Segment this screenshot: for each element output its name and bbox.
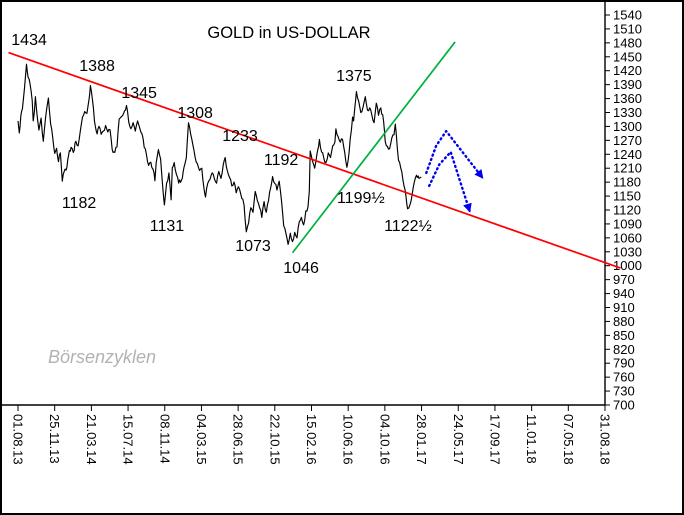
projection-arrow-lower — [428, 150, 472, 213]
y-tick-label: 1540 — [613, 8, 642, 23]
resistance-trendline — [8, 51, 621, 269]
x-tick-label: 04.03.15 — [194, 414, 209, 465]
x-tick-label: 11.01.18 — [524, 414, 539, 464]
price-annotation: 1131 — [150, 218, 185, 235]
x-tick-label: 07.05.18 — [561, 414, 576, 465]
x-tick-label: 15.07.14 — [121, 414, 136, 465]
x-tick-label: 25.11.13 — [47, 414, 62, 464]
projection-arrows-layer — [425, 129, 484, 213]
support-trendline — [291, 41, 456, 254]
price-annotation: 1122½ — [384, 218, 432, 235]
y-tick-label: 1120 — [613, 203, 641, 218]
price-series-line — [17, 63, 422, 245]
y-tick-label: 1300 — [613, 119, 642, 134]
y-tick-label: 940 — [613, 286, 635, 301]
price-series-layer — [17, 63, 422, 245]
price-annotation: 1233 — [222, 128, 258, 145]
x-tick-label: 04.10.16 — [377, 414, 392, 465]
y-tick-label: 1060 — [613, 230, 642, 245]
y-tick-label: 1510 — [613, 21, 642, 36]
y-tick-label: 1450 — [613, 49, 642, 64]
x-tick-label: 08.11.14 — [157, 414, 172, 464]
y-tick-label: 730 — [613, 384, 635, 399]
y-tick-label: 1030 — [613, 244, 642, 259]
x-tick-label: 10.06.16 — [341, 414, 356, 465]
price-annotation: 1308 — [177, 105, 213, 122]
y-tick-label: 1210 — [613, 161, 642, 176]
trendlines-layer — [8, 41, 621, 269]
x-tick-label: 01.08.13 — [11, 414, 26, 465]
price-annotation: 1199½ — [337, 190, 385, 207]
y-tick-label: 1390 — [613, 77, 642, 92]
y-tick-label: 970 — [613, 272, 635, 287]
y-tick-label: 1090 — [613, 216, 642, 231]
x-tick-label: 17.09.17 — [487, 414, 502, 465]
y-tick-label: 1000 — [613, 258, 642, 273]
x-tick-label: 24.05.17 — [451, 414, 466, 465]
chart-title: GOLD in US-DOLLAR — [207, 24, 370, 42]
y-tick-label: 1240 — [613, 147, 642, 162]
y-tick-label: 850 — [613, 328, 635, 343]
x-tick-label: 28.06.15 — [231, 414, 246, 465]
projection-arrow-upper — [425, 129, 484, 179]
y-tick-label: 1180 — [613, 175, 641, 190]
y-tick-label: 1270 — [613, 133, 642, 148]
price-annotation: 1046 — [283, 260, 319, 277]
y-tick-label: 1480 — [613, 35, 642, 50]
y-tick-label: 1420 — [613, 63, 642, 78]
price-annotation: 1375 — [336, 68, 372, 85]
price-annotation: 1192 — [264, 152, 299, 169]
axes-layer: 1540151014801450142013901360133013001270… — [2, 2, 642, 465]
y-tick-label: 790 — [613, 356, 635, 371]
watermark: Börsenzyklen — [48, 347, 156, 367]
x-tick-label: 15.02.16 — [304, 414, 319, 465]
x-tick-label: 22.10.15 — [267, 414, 282, 465]
x-tick-label: 31.08.18 — [598, 414, 613, 465]
x-tick-label: 21.03.14 — [84, 414, 99, 465]
y-tick-label: 1330 — [613, 105, 642, 120]
price-annotation: 1073 — [235, 238, 271, 255]
y-tick-label: 820 — [613, 342, 635, 357]
annotations-layer: 1434 1388 1345 1308 1233 1192 1375 1182 1131 1073… — [11, 32, 432, 277]
y-tick-label: 700 — [613, 398, 635, 413]
x-tick-label: 28.01.17 — [414, 414, 429, 465]
y-tick-label: 910 — [613, 300, 635, 315]
y-tick-label: 880 — [613, 314, 635, 329]
y-tick-label: 1150 — [613, 189, 641, 204]
price-annotation: 1345 — [121, 85, 157, 102]
price-annotation: 1388 — [79, 58, 115, 75]
price-annotation: 1434 — [11, 32, 47, 49]
price-annotation: 1182 — [62, 195, 97, 212]
y-tick-label: 760 — [613, 370, 635, 385]
y-tick-label: 1360 — [613, 91, 642, 106]
